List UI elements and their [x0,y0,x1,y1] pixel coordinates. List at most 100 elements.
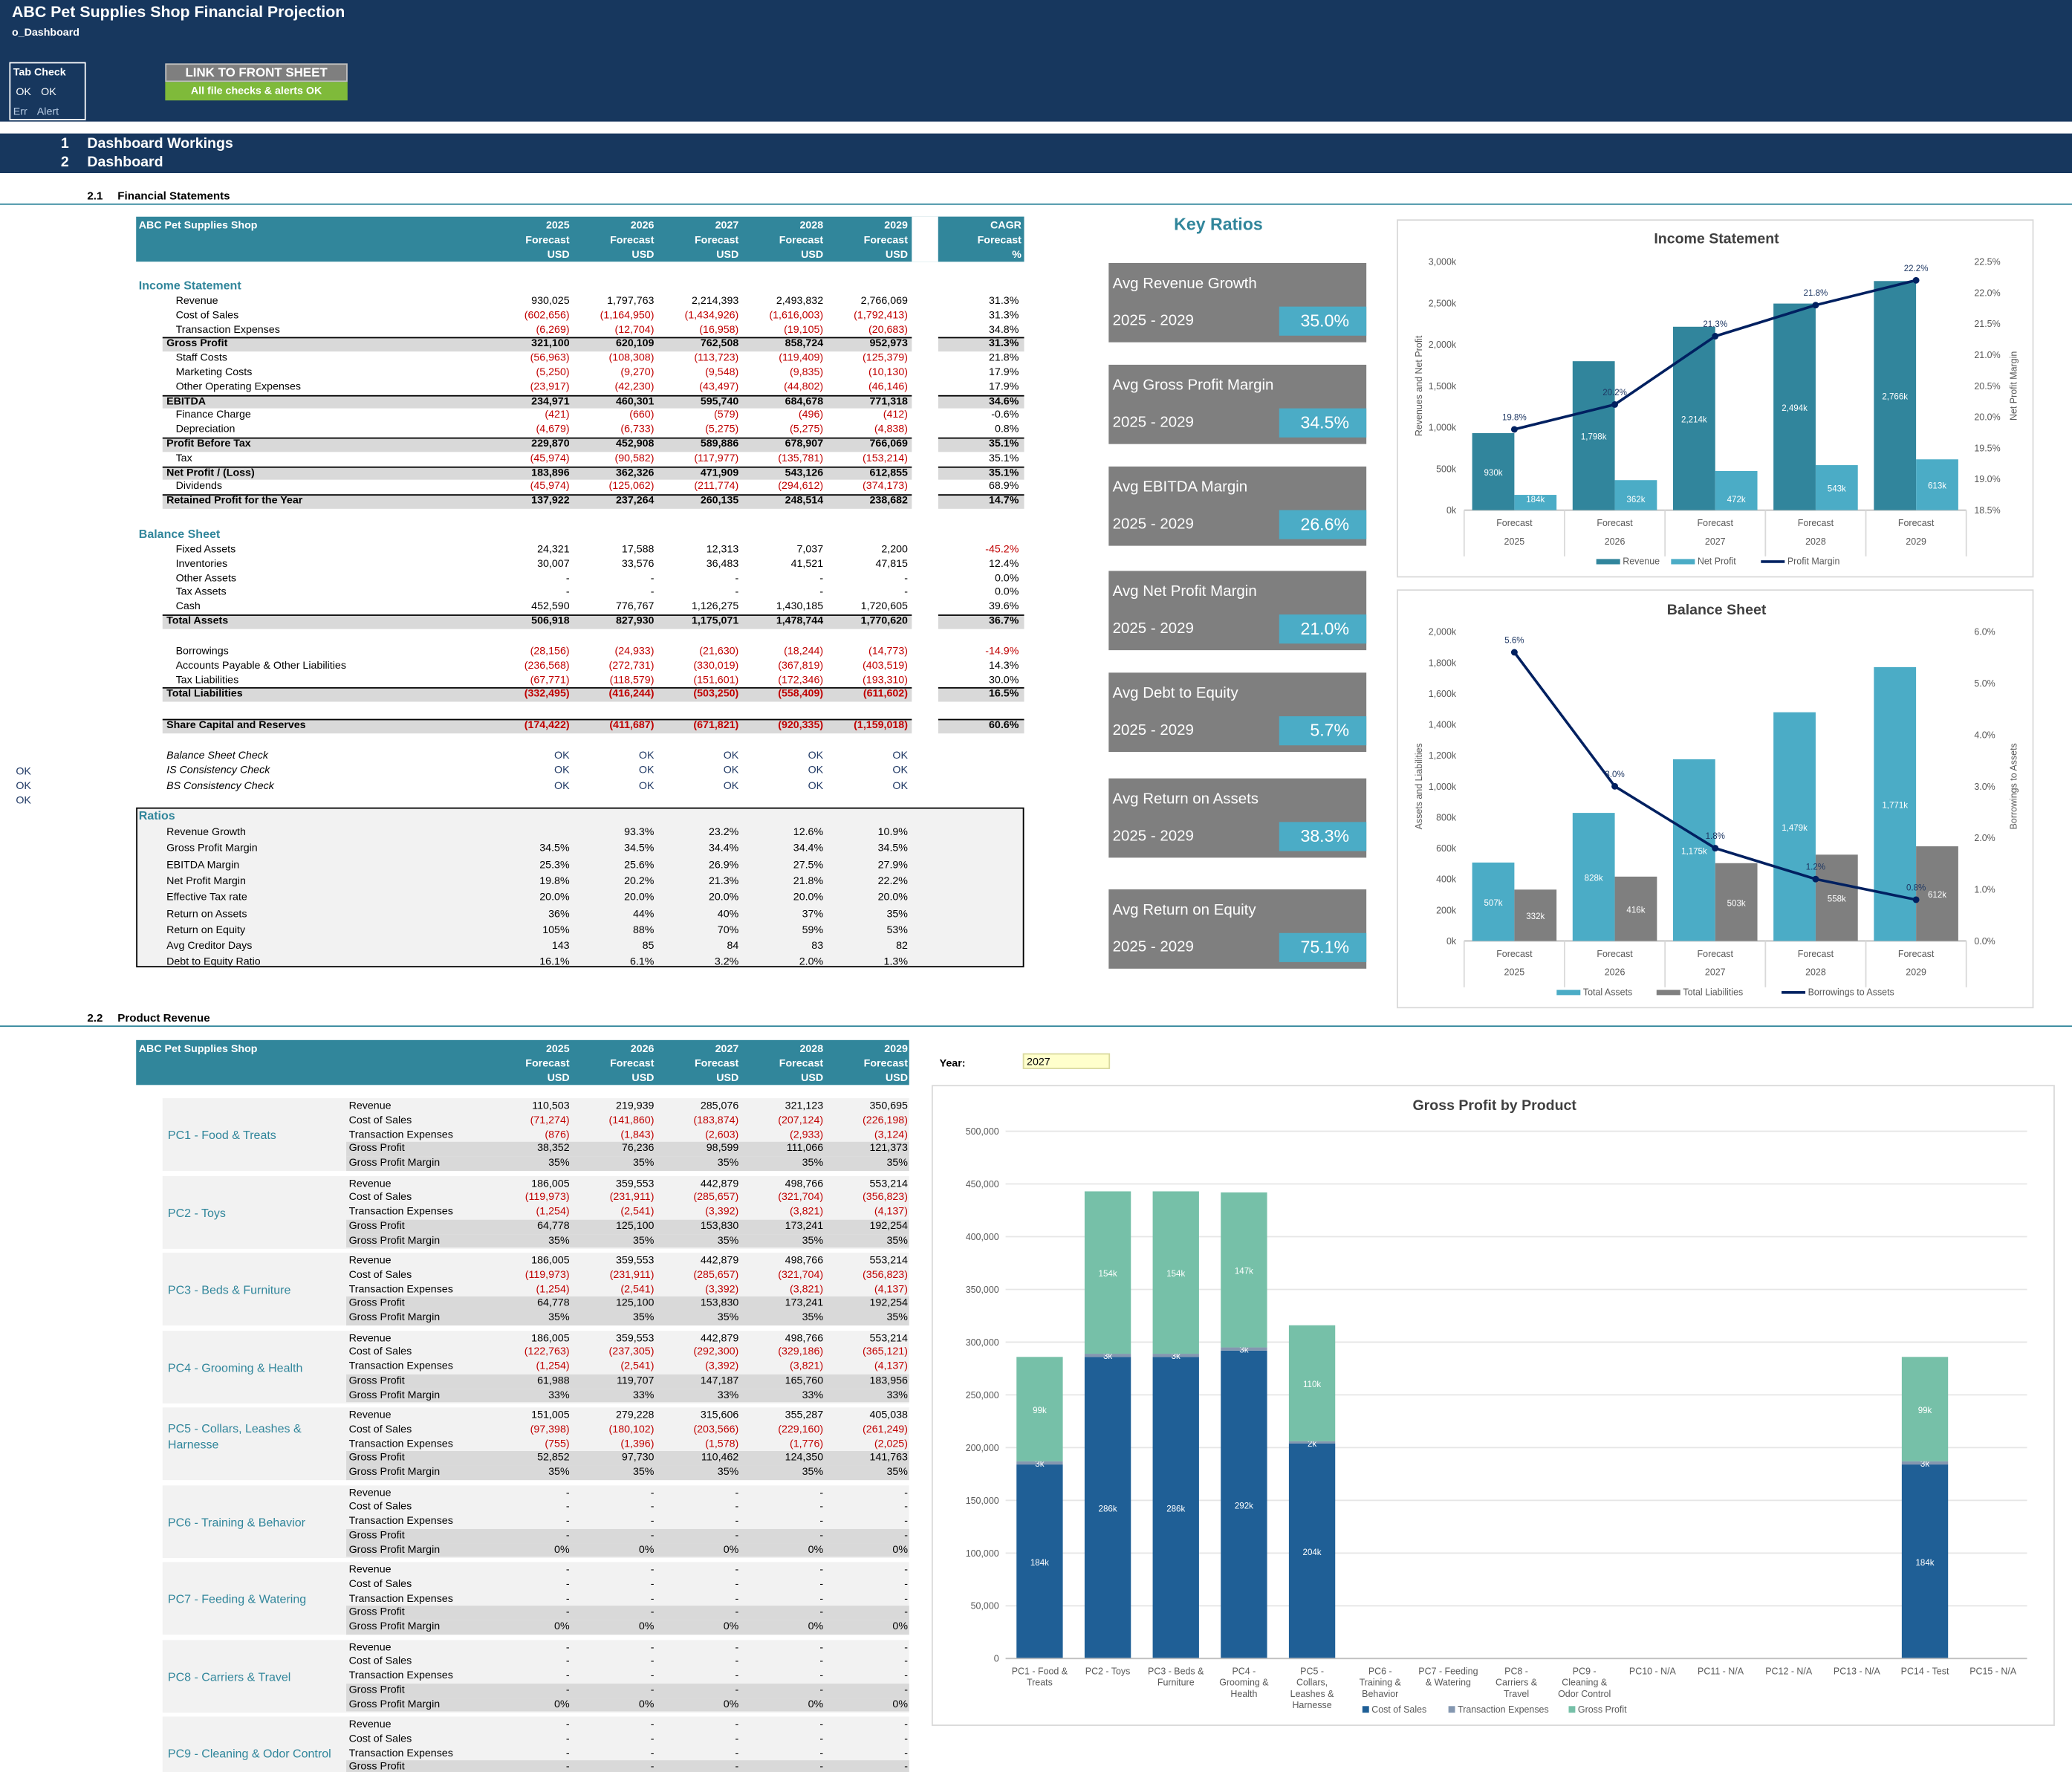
table-row: Cost of Sales (602,656) (1,164,950) (1,434,… [136,309,1024,323]
line-point [1712,845,1719,852]
table-row: Total Liabilities (332,495) (416,244) (503,… [136,687,1024,702]
y-tick-label: 1,600k [1429,689,1457,699]
row-value: 53% [886,923,908,935]
row-value: 85 [642,939,655,952]
link-to-front-sheet-button[interactable]: LINK TO FRONT SHEET [165,63,348,82]
product-row-value: - [819,1683,824,1695]
row-value: - [904,571,908,584]
row-value: 137,922 [531,494,570,507]
row-value: 70% [717,923,739,935]
bar [1916,846,1958,941]
product-row-label: Gross Profit [348,1528,405,1541]
nav-dashboard[interactable]: Dashboard [87,155,163,171]
key-ratio-card: Avg EBITDA Margin 2025 - 2029 26.6% [1108,466,1367,546]
cagr-value: 39.6% [989,600,1019,612]
bar-label: 184k [1916,1559,1935,1568]
stacked-bar [1288,1441,1336,1444]
check-status: OK [16,779,31,792]
row-label: Marketing Costs [175,366,253,378]
row-value: (125,062) [608,480,655,493]
product-row-label: Revenue [348,1331,392,1344]
legend-label: Total Liabilities [1683,987,1743,997]
x-tick-label: 2026 [1605,536,1626,547]
row-value: 84 [727,939,739,952]
product-row-value: 405,038 [869,1409,908,1421]
product-row-value: 76,236 [621,1142,655,1155]
product-row-value: - [904,1760,908,1772]
x-tick-label: PC14 - Test [1901,1666,1949,1677]
year-header: 2027 [715,1042,739,1055]
row-value: 19.8% [539,874,570,887]
product-row-value: (4,137) [874,1282,908,1295]
product-row-value: (180,102) [608,1423,655,1435]
product-row-value: (122,763) [524,1346,570,1358]
row-value: OK [723,764,739,776]
navigation-bar: 1 Dashboard Workings 2 Dashboard [0,133,2072,174]
legend-label: Total Assets [1583,987,1632,997]
table-row: Tax Liabilities (67,771) (118,579) (151,601… [136,673,1024,687]
product-row-label: Transaction Expenses [348,1205,453,1218]
row-value: (14,773) [868,645,908,658]
row-value: (1,164,950) [600,308,655,321]
product-row-value: 35% [802,1465,824,1478]
product-row-value: - [904,1500,908,1513]
product-row-value: - [735,1591,739,1604]
product-row-value: 0% [808,1620,824,1633]
cagr-value: 35.1% [989,451,1019,464]
line-label: 19.8% [1502,413,1527,422]
line-label: 21.3% [1703,320,1727,329]
stacked-bar [1152,1357,1199,1659]
product-row-value: (141,860) [608,1114,655,1126]
bar [1572,361,1615,510]
row-value: 20.0% [539,891,570,903]
product-row-value: (3,392) [705,1360,739,1372]
product-row-value: - [735,1577,739,1590]
row-value: 40% [717,907,739,920]
product-row-label: Gross Profit [348,1142,405,1155]
x-tick-sub: Forecast [1798,949,1834,959]
product-row-value: - [735,1514,739,1527]
product-row-value: (755) [545,1437,570,1450]
product-row-value: 33% [632,1388,655,1401]
product-row-value: - [735,1640,739,1653]
cagr-value: 0.0% [994,585,1019,598]
product-row-value: - [904,1514,908,1527]
ratios-title: Ratios [138,808,175,822]
product-row-value: - [904,1669,908,1681]
product-row-value: - [650,1760,655,1772]
bar-label: 503k [1727,899,1746,908]
y-tick-label: 800k [1436,812,1457,822]
table-row: Accounts Payable & Other Liabilities (236… [136,659,1024,673]
product-block: PC1 - Food & Treats Revenue 110,503 219,939… [162,1098,909,1171]
row-label: Effective Tax rate [166,891,247,903]
product-row-value: 121,373 [869,1142,908,1155]
product-name: PC6 - Training & Behavior [167,1515,305,1529]
line-point [1912,276,1920,284]
product-row-value: 35% [886,1311,908,1323]
year-input[interactable]: 2027 [1022,1053,1111,1069]
nav-dashboard-workings[interactable]: Dashboard Workings [87,136,233,152]
product-row-value: 0% [638,1698,655,1710]
row-value: (19,105) [784,323,824,336]
product-row-value: - [735,1746,739,1759]
bar [1773,712,1816,941]
line-point [1812,875,1819,883]
product-row: Gross Profit Margin 0% 0% 0% 0% 0% [346,1698,909,1713]
table-row: Return on Equity 105% 88% 70% 59% 53% [136,924,1024,938]
legend-label: Revenue [1623,556,1660,567]
row-label: Other Assets [175,571,237,584]
product-row-label: Transaction Expenses [348,1669,453,1681]
year-header: 2029 [884,1042,908,1055]
y-tick-label: 600k [1436,843,1457,854]
table-row: Effective Tax rate 20.0% 20.0% 20.0% 20.0% 20… [136,891,1024,905]
row-value: (421) [545,409,570,421]
row-value: 22.2% [877,874,908,887]
row-label: Staff Costs [175,351,227,364]
product-row-value: (119,973) [525,1268,570,1281]
row-value: (671,821) [693,718,739,731]
product-row-label: Cost of Sales [348,1346,412,1358]
table-row: Dividends (45,974) (125,062) (211,774) (294,… [136,480,1024,494]
row-value: (1,792,413) [854,308,908,321]
product-row-label: Cost of Sales [348,1577,412,1590]
row-value: 37% [802,907,824,920]
